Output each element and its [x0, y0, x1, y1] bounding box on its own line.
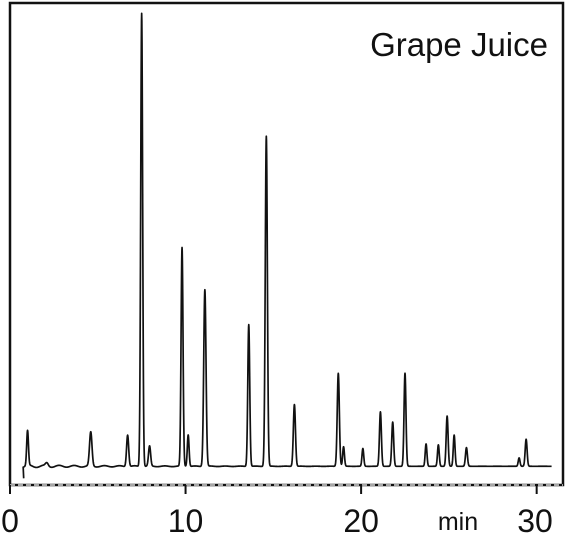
x-tick-marks — [9, 485, 538, 494]
x-axis-unit-label: min — [438, 508, 478, 535]
chart-title: Grape Juice — [370, 26, 548, 63]
plot-frame — [8, 1, 565, 487]
x-tick-labels: 0 10 20 30 — [1, 503, 553, 535]
x-tick-label-10: 10 — [168, 503, 204, 535]
x-tick-label-30: 30 — [517, 503, 553, 535]
chromatogram-trace — [22, 12, 553, 479]
x-tick-label-20: 20 — [343, 503, 379, 535]
x-tick-label-0: 0 — [1, 503, 19, 535]
